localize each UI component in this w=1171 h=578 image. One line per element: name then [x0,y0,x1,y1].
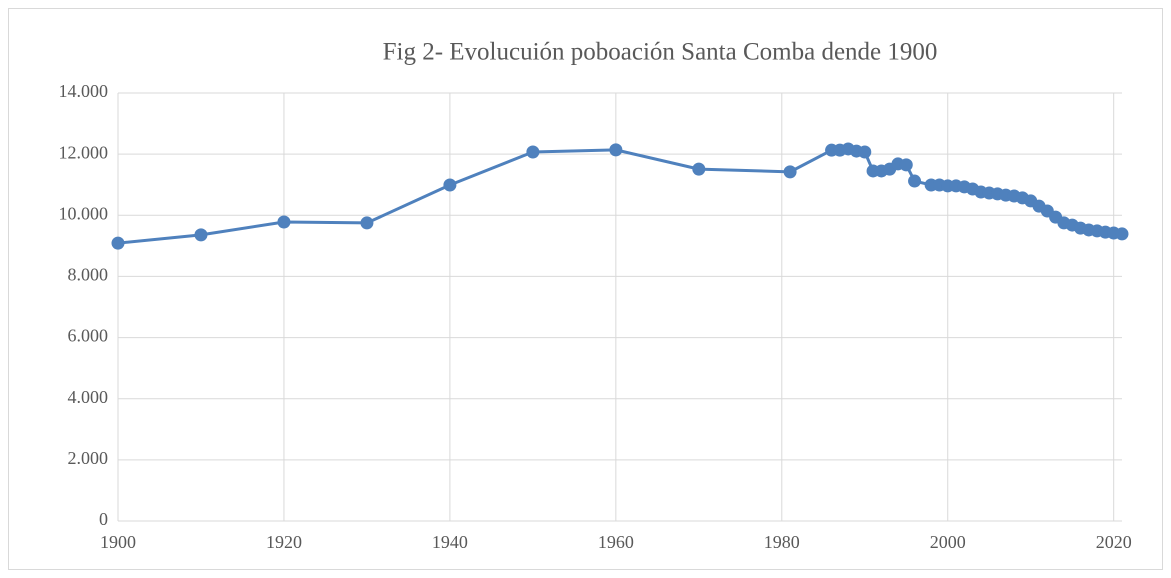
y-tick-label: 12.000 [59,142,109,162]
x-tick-label: 1940 [432,532,468,552]
data-point [277,215,291,229]
y-tick-label: 8.000 [68,265,109,285]
data-point [526,145,540,159]
data-point [443,178,457,192]
data-point [111,236,125,250]
y-tick-label: 4.000 [68,387,109,407]
x-tick-label: 1960 [598,532,634,552]
data-point [858,145,872,159]
x-tick-label: 2000 [930,532,966,552]
data-point [908,174,922,188]
x-tick-label: 1980 [764,532,800,552]
y-tick-label: 14.000 [59,81,109,101]
data-point [194,228,208,242]
data-point [899,158,913,172]
y-tick-label: 2.000 [68,448,109,468]
y-tick-label: 10.000 [59,203,109,223]
y-tick-label: 0 [99,509,108,529]
data-point [609,143,623,157]
data-point [692,162,706,176]
data-point [1115,227,1129,241]
chart-border [8,8,1163,570]
x-tick-label: 2020 [1096,532,1132,552]
x-tick-label: 1920 [266,532,302,552]
data-point [360,216,374,230]
x-tick-label: 1900 [100,532,136,552]
data-point [783,165,797,179]
chart-title: Fig 2- Evolucuión poboación Santa Comba … [383,39,938,66]
y-tick-label: 6.000 [68,326,109,346]
